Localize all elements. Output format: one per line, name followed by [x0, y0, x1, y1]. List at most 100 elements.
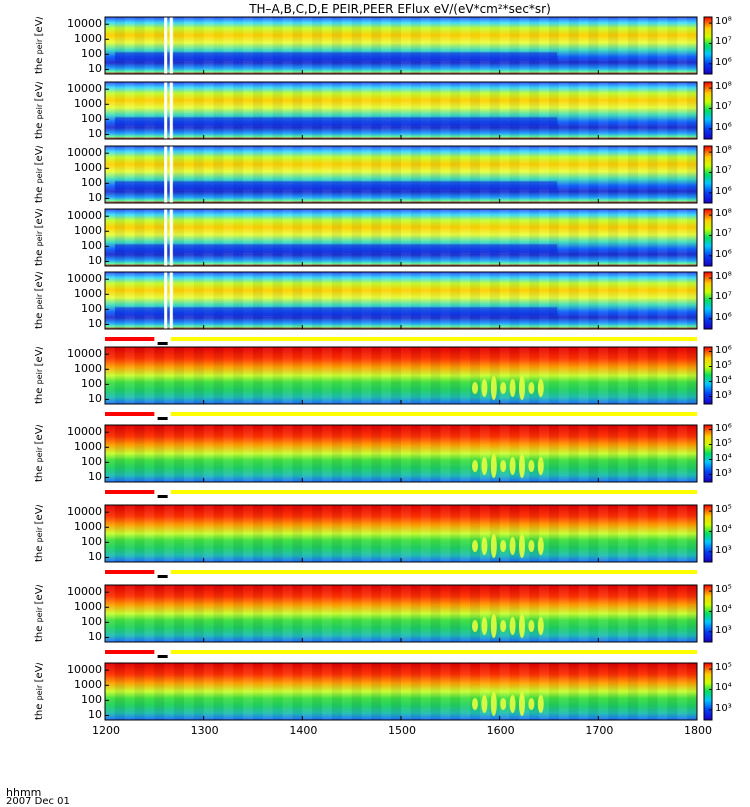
texture-stripe	[460, 425, 471, 482]
texture-stripe	[292, 146, 302, 203]
texture-stripe	[401, 585, 411, 642]
texture-stripe	[401, 347, 411, 404]
texture-stripe	[549, 663, 559, 720]
texture-stripe	[164, 209, 175, 266]
colorbar-tick-label: 10⁶	[715, 248, 732, 260]
texture-stripe	[627, 585, 638, 642]
texture-stripe	[331, 425, 342, 482]
colorbar-tick-label: 10⁸	[715, 16, 732, 28]
texture-stripe	[312, 663, 323, 720]
texture-stripe	[233, 347, 244, 404]
texture-stripe	[539, 82, 549, 139]
texture-stripe	[470, 209, 480, 266]
texture-stripe	[273, 425, 283, 482]
texture-stripe	[105, 505, 115, 562]
texture-stripe	[332, 347, 342, 404]
texture-stripe	[450, 146, 461, 203]
texture-stripe	[114, 82, 125, 139]
texture-stripe	[410, 209, 421, 266]
texture-stripe	[391, 146, 401, 203]
texture-stripe	[657, 82, 668, 139]
texture-stripe	[302, 17, 313, 74]
texture-stripe	[174, 17, 184, 74]
texture-stripe	[667, 425, 678, 482]
texture-stripe	[608, 585, 619, 642]
texture-stripe	[677, 505, 688, 562]
texture-stripe	[124, 347, 135, 404]
texture-stripe	[420, 585, 431, 642]
texture-stripe	[598, 272, 609, 329]
texture-stripe	[272, 146, 283, 203]
texture-stripe	[362, 17, 372, 74]
texture-stripe	[312, 425, 323, 482]
texture-stripe	[657, 209, 668, 266]
texture-stripe	[262, 209, 273, 266]
texture-stripe	[479, 505, 490, 562]
texture-stripe	[539, 663, 549, 720]
texture-stripe	[608, 425, 619, 482]
flux-burst	[490, 692, 497, 717]
texture-stripe	[667, 347, 678, 404]
texture-stripe	[233, 272, 244, 329]
texture-stripe	[470, 347, 480, 404]
y-tick-label: 10000	[67, 347, 102, 361]
texture-stripe	[114, 146, 125, 203]
texture-stripe	[410, 347, 421, 404]
texture-stripe	[134, 209, 145, 266]
texture-stripe	[203, 82, 214, 139]
texture-stripe	[539, 146, 549, 203]
texture-stripe	[627, 663, 638, 720]
texture-stripe	[499, 209, 510, 266]
texture-stripe	[272, 505, 283, 562]
texture-stripe	[588, 82, 599, 139]
y-axis-label: the peir [eV/(cm²-s-sr-eV)]	[34, 585, 45, 642]
texture-stripe	[627, 347, 638, 404]
flux-burst	[509, 457, 516, 476]
texture-stripe	[549, 146, 559, 203]
texture-stripe	[381, 17, 392, 74]
y-tick-label: 10000	[67, 663, 102, 677]
texture-stripe	[479, 663, 490, 720]
texture-stripe	[539, 425, 549, 482]
texture-stripe	[440, 146, 450, 203]
texture-stripe	[440, 505, 451, 562]
flux-burst	[537, 537, 544, 556]
texture-stripe	[193, 347, 204, 404]
texture-stripe	[292, 663, 303, 720]
texture-stripe	[243, 663, 253, 720]
texture-stripe	[657, 663, 668, 720]
flux-burst	[500, 620, 507, 633]
texture-stripe	[223, 209, 234, 266]
texture-stripe	[331, 209, 342, 266]
texture-stripe	[489, 272, 500, 329]
texture-stripe	[391, 425, 401, 482]
texture-stripe	[519, 663, 530, 720]
texture-stripe	[213, 505, 224, 562]
colorbar-tick-label: 10⁶	[715, 344, 732, 356]
texture-stripe	[647, 17, 658, 74]
texture-stripe	[273, 663, 283, 720]
spectrogram-ion-d	[105, 209, 697, 266]
colorbar-tick-label: 10⁸	[715, 208, 732, 220]
texture-stripe	[214, 17, 224, 74]
texture-stripe	[559, 505, 569, 562]
y-tick-label: 1000	[74, 520, 102, 534]
colorbar-tick-label: 10³	[715, 702, 732, 714]
texture-stripe	[233, 425, 243, 482]
texture-stripe	[558, 82, 569, 139]
texture-stripe	[618, 663, 628, 720]
texture-stripe	[470, 505, 480, 562]
texture-stripe	[579, 425, 589, 482]
texture-stripe	[499, 425, 510, 482]
texture-stripe	[292, 425, 303, 482]
y-tick-label: 10000	[67, 82, 102, 96]
texture-stripe	[410, 425, 421, 482]
texture-stripe	[213, 272, 224, 329]
texture-stripe	[114, 272, 125, 329]
texture-stripe	[568, 82, 579, 139]
texture-stripe	[361, 585, 372, 642]
flux-burst	[509, 695, 516, 714]
texture-stripe	[134, 585, 145, 642]
texture-stripe	[193, 146, 204, 203]
